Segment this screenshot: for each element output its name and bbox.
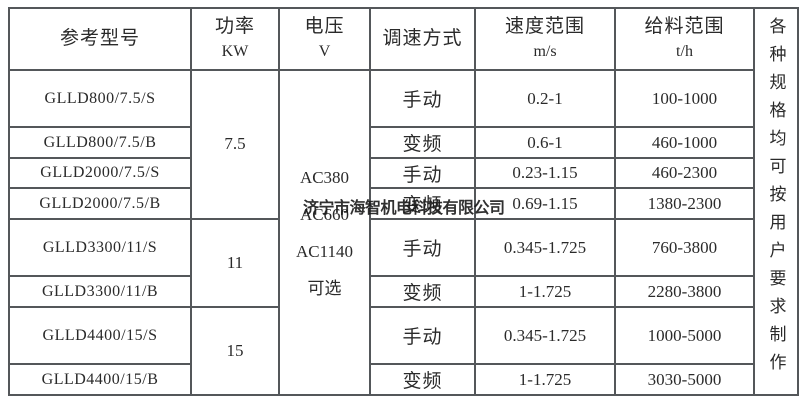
table-row: GLLD4400/15/S 15 手动 0.345-1.725 1000-500… bbox=[8, 305, 798, 397]
speed-cell: 0.23-1.15 bbox=[474, 157, 616, 190]
feed-cell: 460-2300 bbox=[614, 157, 755, 190]
col-header-speed: 速度范围 m/s bbox=[474, 7, 616, 71]
col-header-feed-unit: t/h bbox=[676, 43, 693, 60]
voltage-option: AC1140 bbox=[296, 241, 353, 261]
model-cell: GLLD4400/15/S bbox=[8, 305, 192, 366]
mode-cell: 手动 bbox=[369, 157, 476, 190]
speed-cell: 0.6-1 bbox=[474, 126, 616, 159]
model-cell: GLLD3300/11/B bbox=[8, 275, 192, 308]
feed-cell: 1380-2300 bbox=[614, 187, 755, 220]
voltage-cell: AC380 AC660 AC1140 可选 bbox=[278, 69, 371, 396]
mode-cell: 变频 bbox=[369, 275, 476, 308]
header-row: 参考型号 功率 KW 电压 V 调速方式 速度范围 m/s bbox=[8, 7, 799, 396]
spec-table: 参考型号 功率 KW 电压 V 调速方式 速度范围 m/s bbox=[8, 7, 799, 397]
table-row: GLLD2000/7.5/S 手动 0.23-1.15 460-2300 bbox=[8, 157, 798, 190]
power-cell: 15 bbox=[190, 305, 280, 397]
mode-cell: 变频 bbox=[369, 363, 476, 396]
model-cell: GLLD800/7.5/S bbox=[8, 68, 192, 129]
feed-cell: 100-1000 bbox=[614, 68, 755, 129]
col-header-power-unit: KW bbox=[221, 43, 249, 60]
vertical-note-cell: 各种规格均可按用户要求制作 bbox=[753, 7, 799, 396]
col-header-power-label: 功率 bbox=[214, 16, 255, 37]
speed-cell: 1-1.725 bbox=[474, 275, 616, 308]
power-cell: 11 bbox=[190, 217, 280, 308]
col-header-power: 功率 KW bbox=[190, 7, 280, 71]
speed-cell: 1-1.725 bbox=[474, 363, 616, 396]
col-header-voltage-unit: V bbox=[318, 43, 331, 60]
mode-cell: 手动 bbox=[369, 217, 476, 278]
mode-cell: 手动 bbox=[369, 305, 476, 366]
col-header-model: 参考型号 bbox=[8, 7, 192, 71]
col-header-voltage-label: 电压 bbox=[304, 16, 345, 37]
vertical-note-text: 各种规格均可按用户要求制作 bbox=[766, 17, 786, 381]
power-cell: 7.5 bbox=[190, 69, 280, 220]
col-header-speed-label: 速度范围 bbox=[504, 16, 585, 37]
speed-cell: 0.2-1 bbox=[474, 68, 616, 129]
mode-cell: 手动 bbox=[369, 68, 476, 129]
model-cell: GLLD3300/11/S bbox=[8, 217, 192, 278]
feed-cell: 760-3800 bbox=[614, 217, 755, 278]
voltage-option: AC380 bbox=[299, 167, 350, 187]
col-header-model-label: 参考型号 bbox=[59, 28, 140, 49]
feed-cell: 3030-5000 bbox=[614, 363, 755, 396]
table-row: GLLD4400/15/B 变频 1-1.725 3030-5000 bbox=[8, 363, 798, 396]
feed-cell: 1000-5000 bbox=[614, 305, 755, 366]
model-cell: GLLD2000/7.5/B bbox=[8, 187, 192, 220]
voltage-option: AC660 bbox=[299, 204, 350, 224]
table-row: GLLD800/7.5/S 7.5 AC380 AC660 AC1140 可选 … bbox=[8, 68, 798, 396]
col-header-speed-unit: m/s bbox=[533, 43, 557, 60]
feed-cell: 2280-3800 bbox=[614, 275, 755, 308]
feed-cell: 460-1000 bbox=[614, 126, 755, 159]
speed-cell: 0.345-1.725 bbox=[474, 305, 616, 366]
col-header-feed-label: 给料范围 bbox=[644, 16, 725, 37]
model-cell: GLLD4400/15/B bbox=[8, 363, 192, 396]
col-header-feed: 给料范围 t/h bbox=[614, 7, 755, 71]
col-header-mode-label: 调速方式 bbox=[382, 28, 463, 49]
model-cell: GLLD800/7.5/B bbox=[8, 126, 192, 159]
speed-cell: 0.69-1.15 bbox=[474, 187, 616, 220]
speed-cell: 0.345-1.725 bbox=[474, 217, 616, 278]
col-header-mode: 调速方式 bbox=[369, 7, 476, 71]
model-cell: GLLD2000/7.5/S bbox=[8, 157, 192, 190]
voltage-option: 可选 bbox=[307, 278, 342, 298]
mode-cell: 变频 bbox=[369, 126, 476, 159]
col-header-voltage: 电压 V bbox=[278, 7, 371, 71]
table-row: GLLD3300/11/S 11 手动 0.345-1.725 760-3800 bbox=[8, 217, 798, 308]
mode-cell: 变频 bbox=[369, 187, 476, 220]
table-row: GLLD800/7.5/B 变频 0.6-1 460-1000 bbox=[8, 126, 798, 159]
table-row: GLLD2000/7.5/B 变频 0.69-1.15 1380-2300 bbox=[8, 187, 798, 220]
table-row: GLLD3300/11/B 变频 1-1.725 2280-3800 bbox=[8, 275, 798, 308]
